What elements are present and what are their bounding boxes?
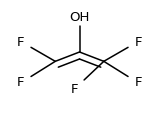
Text: F: F [135, 36, 142, 49]
Text: F: F [135, 76, 142, 89]
Text: F: F [71, 83, 79, 96]
Text: F: F [17, 36, 24, 49]
Text: F: F [17, 76, 24, 89]
Text: OH: OH [69, 11, 90, 23]
